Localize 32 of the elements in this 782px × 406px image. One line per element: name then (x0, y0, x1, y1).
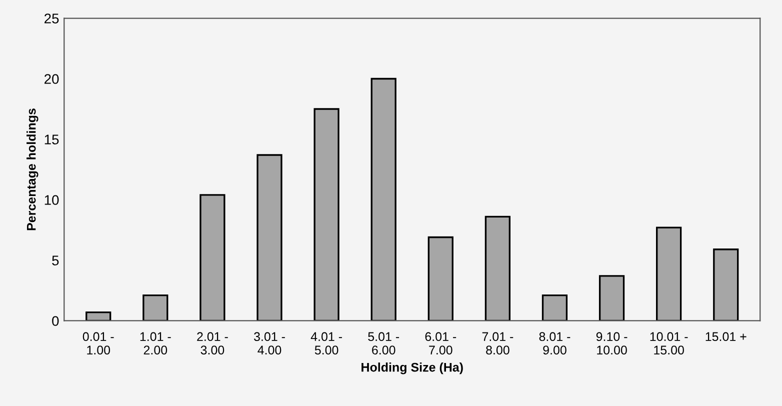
y-tick-label: 25 (44, 14, 59, 24)
x-tick-label: 10.01 - 15.00 (650, 332, 688, 354)
x-tick-label: 6.01 - 7.00 (425, 332, 456, 354)
bar (542, 294, 568, 321)
y-tick-label: 5 (52, 256, 59, 266)
y-tick-label: 15 (44, 134, 59, 144)
x-tick-label: 5.01 - 6.00 (368, 332, 400, 354)
bar (200, 194, 226, 321)
bar (370, 78, 396, 321)
x-tick-label: 9.10 - 10.00 (596, 332, 628, 354)
y-tick-label: 0 (52, 316, 59, 326)
x-tick-label: 7.01 - 8.00 (482, 332, 514, 354)
y-axis-title: Percentage holdings (26, 108, 38, 230)
bar (656, 226, 682, 321)
bar (428, 236, 454, 321)
bar (484, 216, 510, 321)
x-tick-label: 8.01 - 9.00 (539, 332, 570, 354)
x-axis-title: Holding Size (Ha) (362, 362, 463, 374)
y-tick-label: 20 (44, 74, 59, 84)
x-tick-label: 3.01 - 4.00 (254, 332, 285, 354)
bar (314, 108, 340, 321)
bar (142, 294, 168, 321)
x-tick-label: 0.01 - 1.00 (82, 332, 114, 354)
y-tick-label: 10 (44, 195, 59, 205)
bar (713, 248, 739, 321)
x-tick-label: 15.01 + (706, 332, 746, 342)
x-tick-label: 1.01 - 2.00 (140, 332, 171, 354)
x-tick-label: 4.01 - 5.00 (310, 332, 342, 354)
bar (598, 275, 625, 321)
bar (256, 154, 282, 321)
x-tick-label: 2.01 - 3.00 (197, 332, 228, 354)
bar (86, 311, 112, 321)
